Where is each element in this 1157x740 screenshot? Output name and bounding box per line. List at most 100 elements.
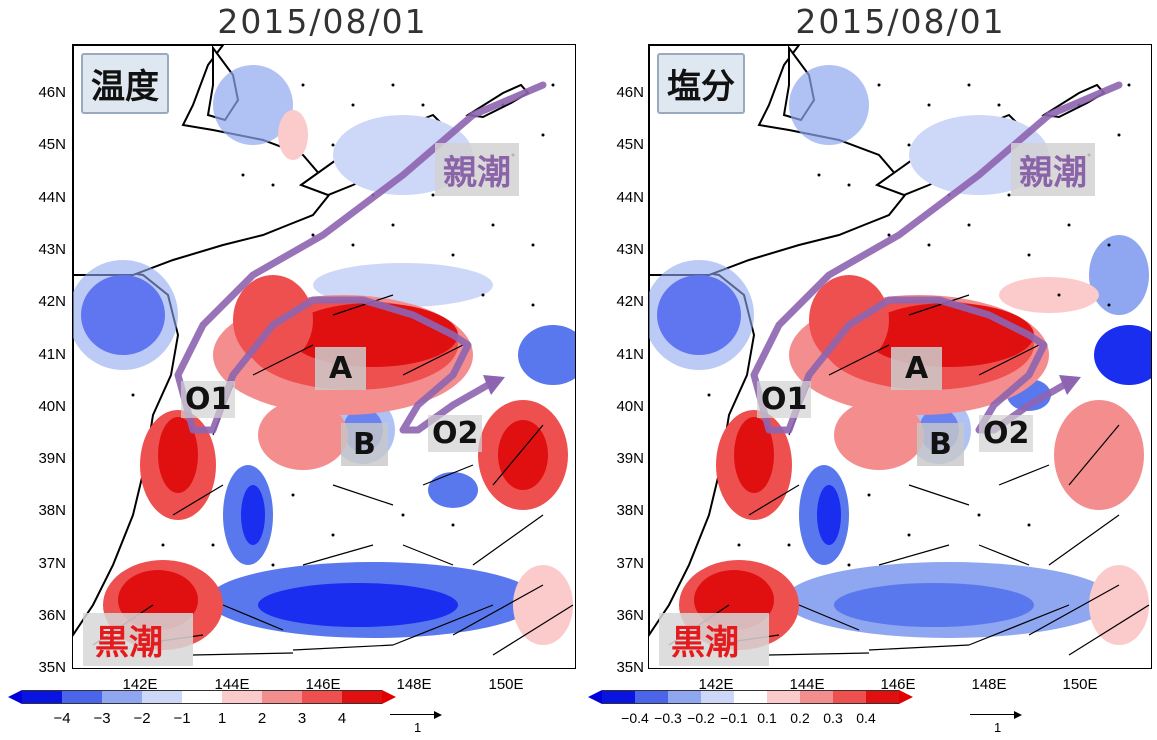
lon-tick: 142E [122,676,158,693]
lat-tick: 37N [616,555,644,572]
lon-tick: 146E [880,676,916,693]
lon-tick: 148E [396,676,432,693]
lat-tick: 42N [38,293,66,310]
lat-tick: 38N [616,502,644,519]
colorbar-segment [102,690,142,704]
colorbar-tick: 1 [217,710,227,727]
lat-tick: 38N [38,502,66,519]
colorbar-tick: 0.3 [823,710,843,726]
reference-vector-label: 1 [414,720,422,735]
colorbar-tick: −0.2 [687,710,715,726]
kuroshio-label: 黒潮 [83,613,193,666]
temperature-panel: 2015/08/01 46N 45N 44N 43N 42N 41N 40N 3… [0,0,576,740]
colorbar-segment [701,690,734,704]
variable-badge: 塩分 [657,53,745,114]
reference-vector-line [970,714,1016,715]
lon-tick: 144E [214,676,250,693]
colorbar-segment [262,690,302,704]
reference-vector-head [1014,711,1022,719]
colorbar-tick: 3 [297,710,307,727]
region-O1-label: O1 [757,381,812,418]
colorbar-tick: −1 [173,710,191,727]
variable-badge: 温度 [81,53,169,114]
colorbar-segment [866,690,899,704]
kuroshio-label: 黒潮 [659,613,769,666]
colorbar-tick: 0.4 [856,710,876,726]
oyashio-label: 親潮 [1011,143,1095,196]
colorbar-tick: 4 [337,710,347,727]
lat-tick: 40N [616,398,644,415]
lat-tick: 45N [38,136,66,153]
region-O1-label: O1 [181,381,236,418]
reference-vector-label: 1 [994,720,1002,735]
lon-tick: 142E [698,676,734,693]
lat-tick: 35N [616,659,644,676]
lat-tick: 44N [616,189,644,206]
colorbar-segment [833,690,866,704]
oyashio-label: 親潮 [435,143,519,196]
colorbar-low-arrow [8,690,22,704]
lon-tick: 150E [488,676,524,693]
lat-tick: 40N [38,398,66,415]
lat-tick: 44N [38,189,66,206]
colorbar-segment [635,690,668,704]
colorbar-tick: 0.1 [757,710,777,726]
map-area: 温度 親潮 A O1 B O2 黒潮 [72,44,576,669]
panel-date: 2015/08/01 [795,2,1006,41]
colorbar-segment [222,690,262,704]
region-B-label: B [917,423,964,466]
lon-tick: 146E [305,676,341,693]
colorbar-segment [800,690,833,704]
reference-vector: 1 [390,704,450,735]
colorbar-high-arrow [382,690,396,704]
lat-tick: 39N [38,450,66,467]
lat-tick: 37N [38,555,66,572]
colorbar-tick: −2 [133,710,151,727]
lat-tick: 45N [616,136,644,153]
colorbar-tick: 2 [257,710,267,727]
colorbar-tick: −0.4 [621,710,649,726]
map-area: 塩分 親潮 A O1 B O2 黒潮 [648,44,1152,669]
reference-vector: 1 [970,704,1030,735]
region-O2-label: O2 [979,415,1034,452]
colorbar-segment [342,690,382,704]
lat-tick: 41N [616,346,644,363]
colorbar-segment [734,690,767,704]
colorbar-segment [602,690,635,704]
colorbar-tick: −3 [93,710,111,727]
region-A-label: A [891,347,943,390]
lat-tick: 46N [616,84,644,101]
colorbar-low-arrow [588,690,602,704]
lat-tick: 35N [38,659,66,676]
region-A-label: A [315,347,367,390]
colorbar-high-arrow [899,690,913,704]
colorbar-segment [182,690,222,704]
reference-vector-head [434,711,442,719]
colorbar-segment [668,690,701,704]
anomaly-map [649,45,1151,656]
reference-vector-line [390,714,436,715]
lon-tick: 150E [1062,676,1098,693]
colorbar-segment [142,690,182,704]
lat-tick: 36N [38,607,66,624]
lat-tick: 39N [616,450,644,467]
lat-tick: 43N [616,241,644,258]
colorbar-segment [302,690,342,704]
colorbar-tick: −0.1 [720,710,748,726]
panel-date: 2015/08/01 [217,2,428,41]
colorbar-segment [22,690,62,704]
colorbar-segment [62,690,102,704]
colorbar-segment [767,690,800,704]
lat-tick: 43N [38,241,66,258]
colorbar-tick: 0.2 [790,710,810,726]
region-B-label: B [341,423,388,466]
lat-tick: 46N [38,84,66,101]
lat-tick: 41N [38,346,66,363]
lat-tick: 36N [616,607,644,624]
region-O2-label: O2 [428,415,483,452]
temperature-colorbar [8,690,396,704]
lon-tick: 148E [971,676,1007,693]
colorbar-tick: −4 [53,710,71,727]
lon-tick: 144E [789,676,825,693]
salinity-panel: 2015/08/01 46N 45N 44N 43N 42N 41N 40N 3… [578,0,1153,740]
